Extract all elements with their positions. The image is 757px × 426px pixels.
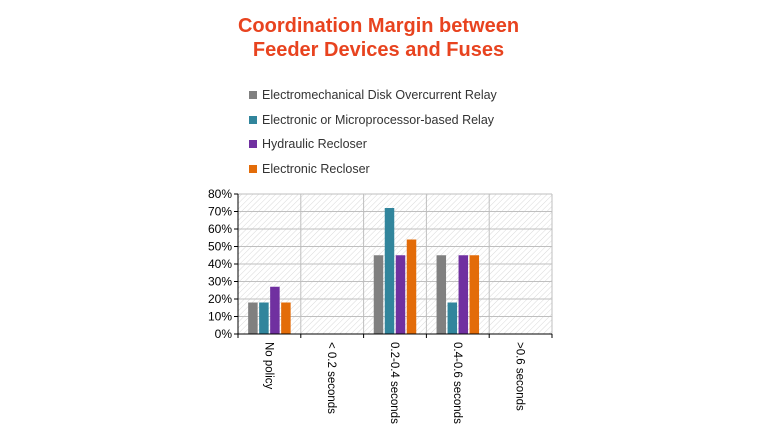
bars xyxy=(248,208,480,334)
y-tick-label: 80% xyxy=(208,187,232,201)
y-axis-ticks: 0% 10% 20% 30% 40% 50% 60% 70% 80% xyxy=(208,187,232,341)
x-category-label: 0.2-0.4 seconds xyxy=(388,342,400,424)
y-tick-label: 70% xyxy=(208,205,232,219)
bar xyxy=(436,255,447,334)
legend-swatch-hydraulic-recloser xyxy=(249,140,257,149)
grid-lines xyxy=(238,193,553,335)
bar xyxy=(373,255,384,334)
legend-swatch-electronic-relay xyxy=(249,115,257,124)
bar xyxy=(281,302,291,334)
legend-item-electronic-recloser: Electronic Recloser xyxy=(249,157,497,182)
chart-title-line-2: Feeder Devices and Fuses xyxy=(252,39,505,61)
legend-label-hydraulic-recloser: Hydraulic Recloser xyxy=(262,137,367,152)
x-category-label: >0.6 seconds xyxy=(514,342,526,411)
bar xyxy=(248,302,258,334)
axes xyxy=(234,193,553,338)
bar xyxy=(270,286,280,334)
y-tick-label: 10% xyxy=(208,310,232,324)
legend-label-electronic-recloser: Electronic Recloser xyxy=(262,161,370,176)
y-tick-label: 50% xyxy=(208,240,232,254)
chart-legend: Electromechanical Disk Overcurrent Relay… xyxy=(249,83,497,181)
legend-item-electronic-relay: Electronic or Microprocessor-based Relay xyxy=(249,108,497,133)
x-category-label: < 0.2 seconds xyxy=(325,342,337,414)
legend-swatch-electromechanical xyxy=(249,91,257,100)
bar xyxy=(406,239,417,334)
bar xyxy=(447,302,458,334)
y-tick-label: 20% xyxy=(208,292,232,306)
legend-swatch-electronic-recloser xyxy=(249,164,257,173)
y-tick-label: 0% xyxy=(215,327,233,341)
bar xyxy=(395,255,406,334)
bar xyxy=(469,255,480,334)
chart-title: Coordination Margin between Feeder Devic… xyxy=(0,14,757,62)
chart-title-line-1: Coordination Margin between xyxy=(237,15,520,37)
legend-item-hydraulic-recloser: Hydraulic Recloser xyxy=(249,132,497,157)
x-category-label: No policy xyxy=(262,342,274,390)
bar xyxy=(259,302,269,334)
bar xyxy=(458,255,469,334)
y-tick-label: 30% xyxy=(208,275,232,289)
legend-label-electromechanical: Electromechanical Disk Overcurrent Relay xyxy=(262,88,497,103)
x-category-label: 0.4-0.6 seconds xyxy=(451,342,463,424)
y-tick-label: 60% xyxy=(208,222,232,236)
bar xyxy=(384,208,395,334)
legend-item-electromechanical: Electromechanical Disk Overcurrent Relay xyxy=(249,83,497,108)
y-tick-label: 40% xyxy=(208,257,232,271)
legend-label-electronic-relay: Electronic or Microprocessor-based Relay xyxy=(262,112,495,127)
x-axis-categories: No policy < 0.2 seconds 0.2-0.4 seconds 0.4… xyxy=(262,342,525,424)
